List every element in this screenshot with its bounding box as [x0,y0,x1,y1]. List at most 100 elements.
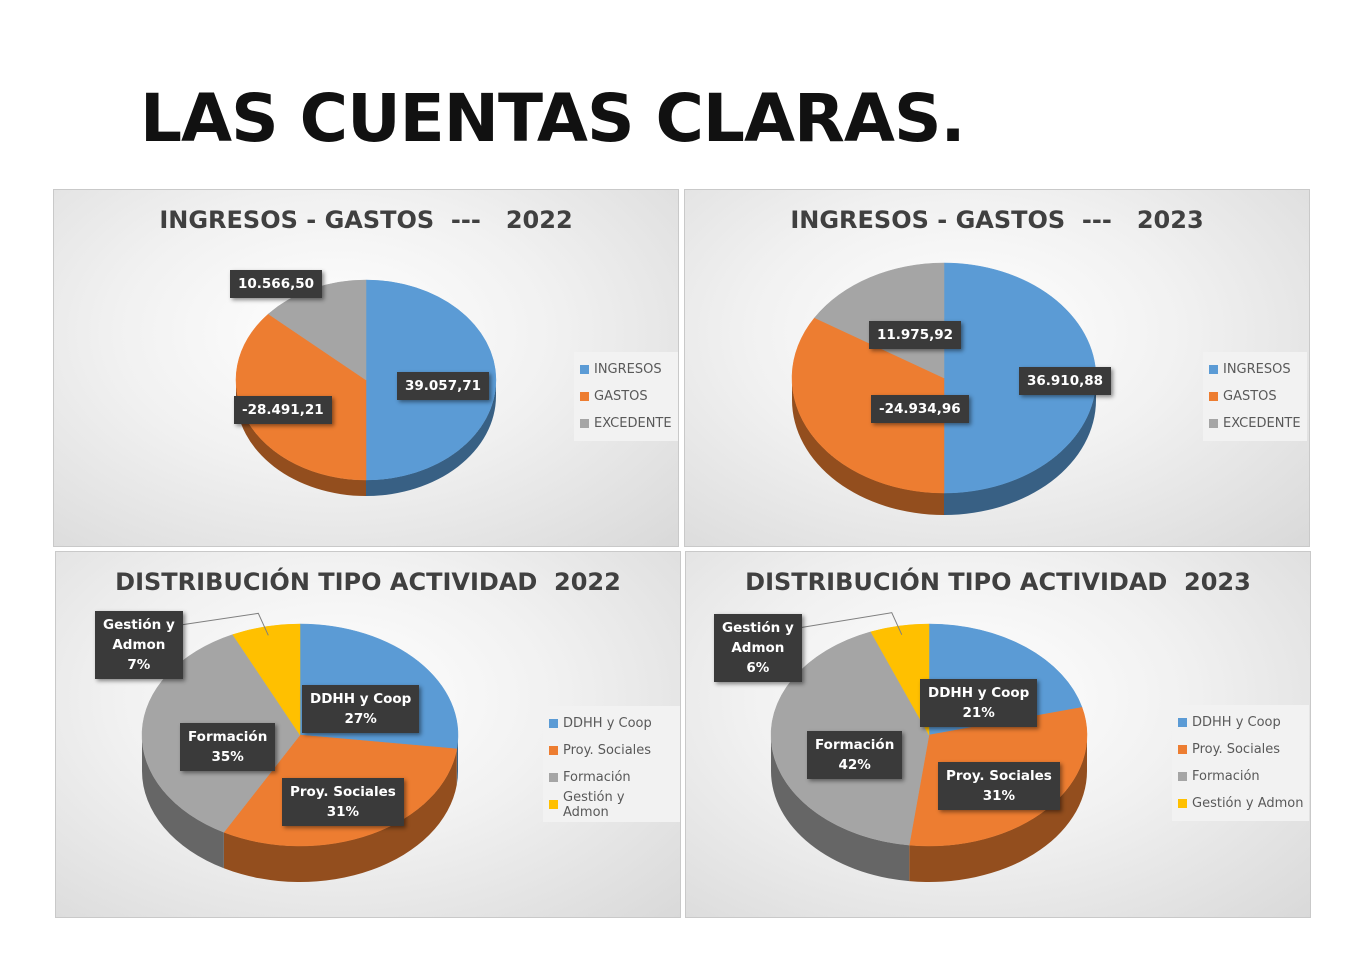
legend-swatch [549,719,558,728]
legend-item-excedente: EXCEDENTE [580,410,672,437]
pie-side-gastos [236,380,366,496]
legend-label: EXCEDENTE [1223,416,1301,431]
legend-swatch [549,800,558,809]
pie-slice-gestion-y-admon [870,623,930,736]
legend-swatch [1209,365,1218,374]
data-label-text: 11.975,92 [877,327,954,343]
data-label-text: 31% [982,788,1016,804]
data-label-text: 39.057,71 [405,378,482,394]
legend-label: Proy. Sociales [1192,742,1281,757]
legend-item-excedente: EXCEDENTE [1209,410,1301,437]
data-label-text: Admon [112,637,166,653]
data-label-gastos: -28.491,21 [234,396,332,424]
data-label-text: 31% [326,804,360,820]
data-label-formacion: Formación 42% [807,731,903,779]
legend-item-gestion-y-admon: Gestión y Admon [549,789,674,820]
data-label-text: Gestión y [722,620,794,636]
chart-legend: INGRESOS GASTOS EXCEDENTE [574,352,678,441]
legend-label: GASTOS [594,389,648,404]
pie-side-ingresos [366,380,496,496]
data-label-proy-sociales: Proy. Sociales 31% [282,778,404,826]
data-label-text: Formación [188,729,268,745]
legend-label: Formación [1192,769,1260,784]
legend-label: DDHH y Coop [563,716,652,731]
legend-label: Formación [563,770,631,785]
data-label-excedente: 11.975,92 [869,321,962,349]
legend-swatch [549,746,558,755]
pie-slice-excedente [814,262,945,379]
legend-label: INGRESOS [594,362,662,377]
data-label-text: 10.566,50 [238,276,315,292]
data-label-text: Gestión y [103,617,175,633]
data-label-text: -28.491,21 [242,402,324,418]
legend-swatch [1209,392,1218,401]
pie-slice-gestion-y-admon [232,623,301,736]
legend-item-gestion-y-admon: Gestión y Admon [1178,790,1303,817]
data-label-text: DDHH y Coop [310,691,412,707]
legend-item-ddhh-y-coop: DDHH y Coop [549,710,674,737]
legend-swatch [1178,799,1187,808]
data-label-text: 7% [127,657,151,673]
pie-side-formacion [142,735,224,869]
data-label-ddhh-y-coop: DDHH y Coop 27% [302,685,420,733]
legend-item-ingresos: INGRESOS [1209,356,1301,383]
legend-swatch [549,773,558,782]
legend-label: GASTOS [1223,389,1277,404]
data-label-text: DDHH y Coop [928,685,1030,701]
pie-side-proy-sociales [909,735,1087,882]
data-label-gastos: -24.934,96 [871,395,969,423]
chart-title: DISTRIBUCIÓN TIPO ACTIVIDAD 2022 [115,568,621,596]
data-label-text: 27% [344,711,377,727]
legend-swatch [580,419,589,428]
leader-line [785,612,903,635]
data-label-text: Admon [731,640,785,656]
chart-panel-3: DISTRIBUCIÓN TIPO ACTIVIDAD 2022 DDHH y C… [55,551,681,918]
data-label-text: Proy. Sociales [946,768,1052,784]
chart-panel-2: INGRESOS - GASTOS --- 2023 36.910,88 -24.9… [684,189,1310,547]
leader-line [166,612,269,636]
legend-label: EXCEDENTE [594,416,672,431]
legend-item-gastos: GASTOS [580,383,672,410]
data-label-ingresos: 36.910,88 [1019,367,1112,395]
legend-item-proy-sociales: Proy. Sociales [1178,736,1303,763]
legend-label: DDHH y Coop [1192,715,1281,730]
legend-swatch [580,365,589,374]
legend-item-formacion: Formación [549,764,674,791]
data-label-text: 36.910,88 [1027,373,1104,389]
legend-label: INGRESOS [1223,362,1291,377]
data-label-text: -24.934,96 [879,401,961,417]
data-label-gestion-y-admon: Gestión y Admon 7% [95,611,183,679]
chart-panel-4: DISTRIBUCIÓN TIPO ACTIVIDAD 2023 DDHH y C… [685,551,1311,918]
data-label-text: 42% [838,757,871,773]
legend-item-formacion: Formación [1178,763,1303,790]
pie-side-proy-sociales [223,748,457,882]
pie-side-gastos [792,378,944,515]
data-label-text: 35% [211,749,244,765]
legend-label: Gestión y Admon [563,789,625,820]
legend-swatch [1209,419,1218,428]
legend-item-ingresos: INGRESOS [580,356,672,383]
data-label-ingresos: 39.057,71 [397,372,490,400]
pie-side-ingresos [944,378,1096,515]
chart-title: INGRESOS - GASTOS --- 2023 [790,206,1204,234]
data-label-excedente: 10.566,50 [230,270,323,298]
legend-swatch [1178,718,1187,727]
pie-slice-gastos [791,317,945,494]
chart-title: INGRESOS - GASTOS --- 2022 [159,206,573,234]
data-label-ddhh-y-coop: DDHH y Coop 21% [920,679,1038,727]
pie-side-formacion [771,735,910,882]
data-label-formacion: Formación 35% [180,723,276,771]
chart-legend: INGRESOS GASTOS EXCEDENTE [1203,352,1307,441]
chart-legend: DDHH y Coop Proy. Sociales Formación Gestió… [1172,705,1310,821]
legend-item-proy-sociales: Proy. Sociales [549,737,674,764]
data-label-text: 6% [746,660,770,676]
legend-swatch [1178,772,1187,781]
chart-legend: DDHH y Coop Proy. Sociales Formación Gestió… [543,706,680,822]
legend-label: Gestión y Admon [1192,796,1304,811]
page-title: LAS CUENTAS CLARAS. [140,80,966,157]
legend-label: Proy. Sociales [563,743,652,758]
chart-title: DISTRIBUCIÓN TIPO ACTIVIDAD 2023 [745,568,1251,596]
legend-item-gastos: GASTOS [1209,383,1301,410]
legend-swatch [1178,745,1187,754]
legend-swatch [580,392,589,401]
